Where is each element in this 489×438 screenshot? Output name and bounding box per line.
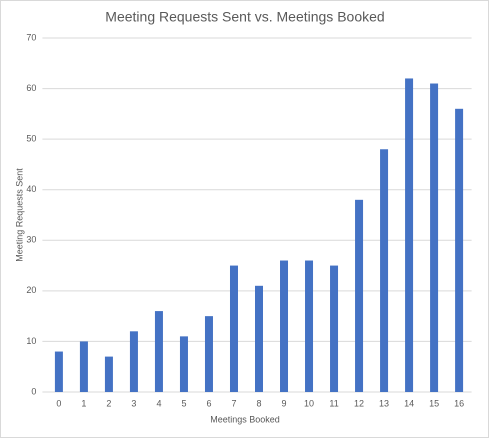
bar	[330, 265, 339, 392]
y-axis-title: Meeting Requests Sent	[14, 168, 24, 262]
y-tick-label: 0	[31, 386, 36, 396]
y-tick-label: 30	[26, 235, 36, 245]
bar	[380, 149, 389, 392]
x-tick-label: 15	[429, 398, 439, 408]
x-tick-label: 16	[454, 398, 464, 408]
x-tick-label: 0	[56, 398, 61, 408]
x-tick-label: 14	[404, 398, 414, 408]
x-axis-title: Meetings Booked	[210, 414, 280, 424]
bar	[305, 260, 314, 392]
bar	[355, 199, 364, 392]
chart-title: Meeting Requests Sent vs. Meetings Booke…	[105, 9, 384, 25]
y-tick-label: 20	[26, 285, 36, 295]
x-tick-label: 9	[282, 398, 287, 408]
x-tick-label: 1	[81, 398, 86, 408]
bar	[54, 351, 63, 392]
x-tick-label: 6	[206, 398, 211, 408]
x-tick-label: 10	[304, 398, 314, 408]
bar	[79, 341, 88, 392]
x-tick-label: 7	[231, 398, 236, 408]
y-tick-label: 50	[26, 134, 36, 144]
bar	[430, 83, 439, 392]
x-tick-label: 3	[131, 398, 136, 408]
y-tick-label: 60	[26, 83, 36, 93]
bar	[104, 356, 113, 392]
x-tick-label: 4	[156, 398, 161, 408]
x-tick-label: 5	[181, 398, 186, 408]
y-tick-label: 10	[26, 336, 36, 346]
bar	[280, 260, 289, 392]
bar	[455, 108, 464, 393]
y-tick-label: 70	[26, 32, 36, 42]
bar	[405, 78, 414, 392]
bar	[229, 265, 238, 392]
x-tick-label: 13	[379, 398, 389, 408]
bar	[179, 336, 188, 392]
x-tick-label: 11	[329, 398, 338, 408]
bar	[129, 331, 138, 392]
x-tick-label: 8	[256, 398, 261, 408]
bar	[255, 285, 263, 392]
bar	[154, 311, 163, 392]
x-tick-label: 2	[106, 398, 111, 408]
bar	[204, 316, 213, 392]
y-tick-label: 40	[26, 184, 36, 194]
x-tick-label: 12	[354, 398, 364, 408]
